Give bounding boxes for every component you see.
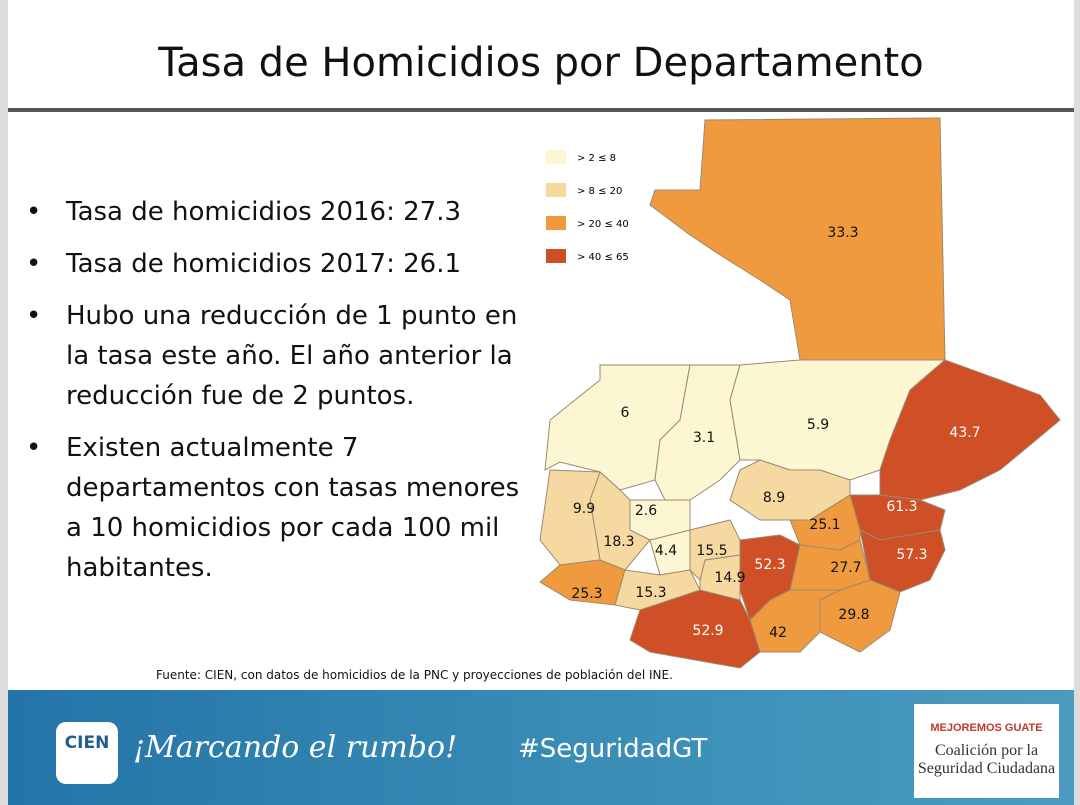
slide: Tasa de Homicidios por Departamento Tasa…: [8, 0, 1074, 805]
department-label: 43.7: [949, 425, 980, 441]
legend-label: > 40 ≤ 65: [577, 252, 629, 263]
bullet: Existen actualmente 7 departamentos con …: [26, 428, 526, 588]
partner-logo: MEJOREMOS GUATE Coalición por la Segurid…: [914, 704, 1059, 798]
department-label: 61.3: [886, 499, 917, 515]
department-label: 27.7: [830, 560, 861, 576]
department-label: 9.9: [573, 501, 595, 517]
department-label: 25.1: [809, 517, 840, 533]
department-label: 8.9: [763, 490, 785, 506]
department-label: 6: [621, 405, 630, 421]
department-label: 25.3: [571, 586, 602, 602]
title: Tasa de Homicidios por Departamento: [158, 40, 924, 86]
partner-name: Coalición por la Seguridad Ciudadana: [917, 742, 1056, 777]
legend-swatch: [546, 216, 566, 230]
department-label: 57.3: [896, 547, 927, 563]
hashtag: #SeguridadGT: [518, 734, 708, 764]
department-label: 3.1: [693, 430, 715, 446]
legend-label: > 8 ≤ 20: [577, 186, 622, 197]
department: [649, 117, 946, 361]
partner-brand: MEJOREMOS GUATE: [930, 722, 1043, 734]
department: [739, 534, 801, 621]
department-label: 4.4: [655, 543, 677, 559]
department-label: 18.3: [603, 534, 634, 550]
department-label: 15.3: [635, 585, 666, 601]
legend-swatch: [546, 150, 566, 164]
legend-swatch: [546, 249, 566, 263]
department-label: 52.3: [754, 557, 785, 573]
department: [689, 519, 741, 581]
department-label: 14.9: [714, 570, 745, 586]
bullet: Tasa de homicidios 2016: 27.3: [26, 192, 526, 232]
bullet-list: Tasa de homicidios 2016: 27.3 Tasa de ho…: [26, 192, 526, 600]
legend-swatch: [546, 183, 566, 197]
department-label: 15.5: [696, 543, 727, 559]
bullet: Hubo una reducción de 1 punto en la tasa…: [26, 296, 526, 416]
department-label: 5.9: [807, 417, 829, 433]
source-note: Fuente: CIEN, con datos de homicidios de…: [156, 668, 673, 682]
department-label: 42: [769, 625, 787, 641]
department: [539, 469, 601, 566]
map: 33.3 6 3.1 5.9 43.7 8.9 61.3 57.3 25.1 27.7 29.8 42…: [539, 117, 1061, 669]
legend-label: > 20 ≤ 40: [577, 219, 629, 230]
logo: CIEN: [56, 722, 118, 784]
department-label: 33.3: [827, 225, 858, 241]
department: [879, 359, 1061, 501]
bullet: Tasa de homicidios 2017: 26.1: [26, 244, 526, 284]
department: [729, 459, 851, 521]
department-label: 29.8: [838, 607, 869, 623]
department-label: 52.9: [692, 623, 723, 639]
department-label: 2.6: [635, 503, 657, 519]
divider: [8, 108, 1074, 112]
legend-label: > 2 ≤ 8: [577, 153, 616, 164]
department: [614, 569, 701, 611]
footer: CIEN ¡Marcando el rumbo! #SeguridadGT ME…: [8, 690, 1074, 805]
tagline: ¡Marcando el rumbo!: [133, 730, 458, 765]
